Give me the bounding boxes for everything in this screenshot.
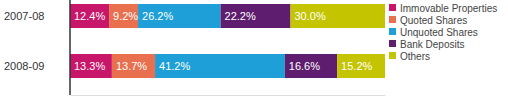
data-label: 13.3% xyxy=(74,60,105,72)
tick-label: 2007-08 xyxy=(4,10,44,22)
axis-line xyxy=(71,95,386,96)
bar-segment xyxy=(291,4,386,28)
legend: Immovable PropertiesQuoted SharesUnquote… xyxy=(389,3,497,62)
tick: 2007-08 xyxy=(4,10,70,22)
bar-segment xyxy=(109,4,138,28)
bar-segment xyxy=(70,54,112,78)
bar-segment xyxy=(221,4,291,28)
legend-swatch xyxy=(389,4,396,11)
data-label: 13.7% xyxy=(116,60,147,72)
legend-swatch xyxy=(389,40,396,47)
data-label: 9.2% xyxy=(113,10,138,22)
bar-segment xyxy=(155,54,285,78)
data-label: 22.2% xyxy=(225,10,256,22)
legend-swatch xyxy=(389,52,396,59)
data-label: 30.0% xyxy=(295,10,326,22)
tick: 2008-09 xyxy=(4,60,70,72)
legend-swatch xyxy=(389,16,396,23)
bar-segment xyxy=(70,4,109,28)
data-label: 26.2% xyxy=(142,10,173,22)
bar-segment xyxy=(285,54,337,78)
data-labels: 12.4% 13.3% 9.2% 13.7% 26.2% 41.2% 22.2% 16.6% 3… xyxy=(74,10,373,72)
data-label: 15.2% xyxy=(341,60,372,72)
legend-label: Quoted Shares xyxy=(400,15,467,26)
bar-segment xyxy=(337,54,385,78)
data-label: 12.4% xyxy=(74,10,105,22)
legend-label: Bank Deposits xyxy=(400,39,464,50)
data-label: 16.6% xyxy=(289,60,320,72)
legend-label: Others xyxy=(400,51,430,62)
legend-label: Immovable Properties xyxy=(400,3,497,14)
x-axis xyxy=(71,95,386,96)
chart: 12.4% 13.3% 9.2% 13.7% 26.2% 41.2% 22.2% 16.6% 3… xyxy=(0,0,508,101)
axis-line xyxy=(69,0,71,95)
legend-label: Unquoted Shares xyxy=(400,27,478,38)
bars xyxy=(70,4,385,78)
tick-label: 2008-09 xyxy=(4,60,44,72)
bar-segment xyxy=(112,54,155,78)
bar-segment xyxy=(138,4,221,28)
legend-swatch xyxy=(389,28,396,35)
y-axis: 2007-08 2008-09 xyxy=(4,0,70,95)
data-label: 41.2% xyxy=(159,60,190,72)
